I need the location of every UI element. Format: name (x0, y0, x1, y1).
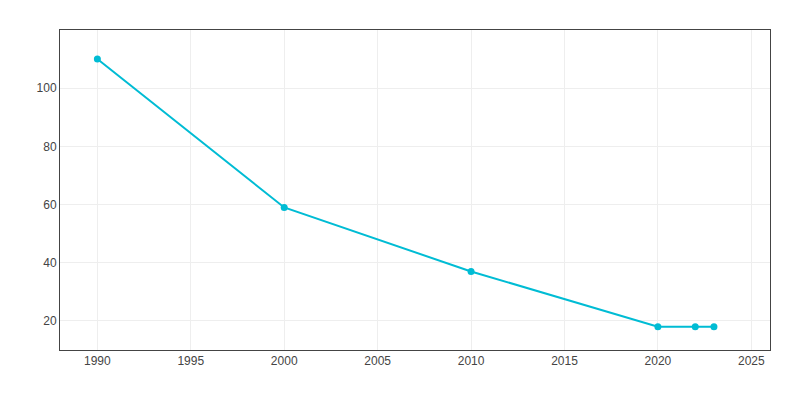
svg-text:2010: 2010 (458, 354, 485, 368)
svg-text:1995: 1995 (177, 354, 204, 368)
svg-text:1990: 1990 (84, 354, 111, 368)
svg-text:2020: 2020 (645, 354, 672, 368)
svg-text:2015: 2015 (551, 354, 578, 368)
svg-text:40: 40 (43, 256, 57, 270)
svg-text:2005: 2005 (364, 354, 391, 368)
svg-text:60: 60 (43, 198, 57, 212)
svg-text:20: 20 (43, 314, 57, 328)
svg-text:100: 100 (37, 81, 57, 95)
svg-text:2025: 2025 (738, 354, 765, 368)
svg-text:2000: 2000 (271, 354, 298, 368)
svg-text:80: 80 (43, 140, 57, 154)
